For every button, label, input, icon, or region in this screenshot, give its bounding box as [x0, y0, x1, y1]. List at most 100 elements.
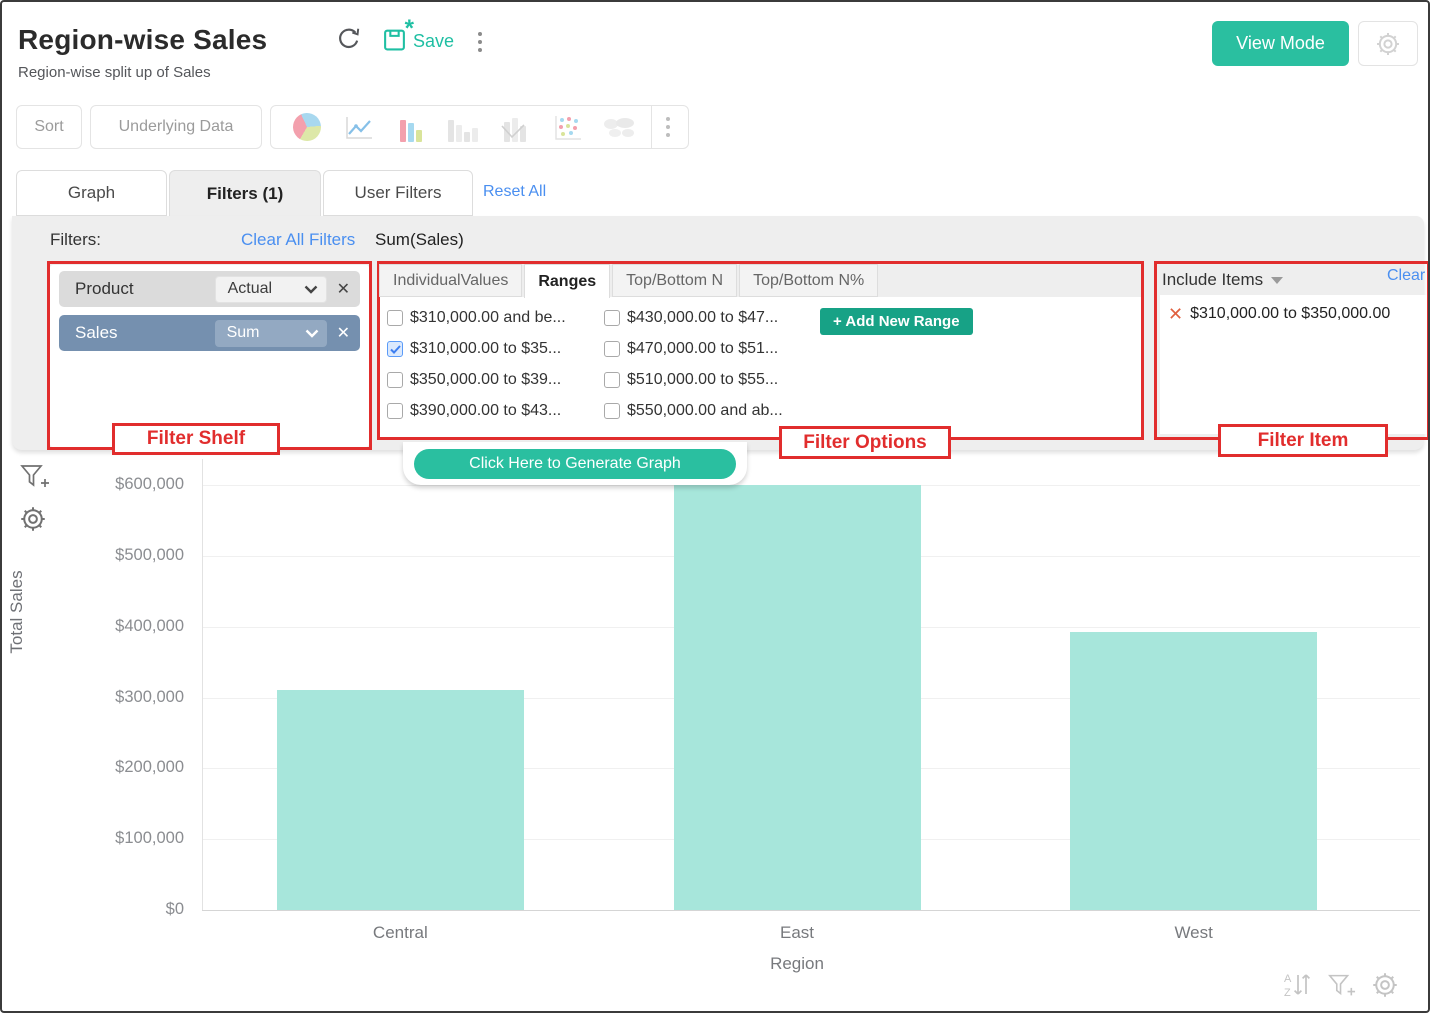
- header-kebab-menu-icon[interactable]: [474, 28, 486, 56]
- range-label: $510,000.00 to $55...: [627, 371, 779, 388]
- clear-all-filters-link[interactable]: Clear All Filters: [241, 230, 356, 249]
- reset-all-link[interactable]: Reset All: [483, 183, 547, 200]
- map-chart-icon[interactable]: [602, 112, 636, 142]
- shelf-row-product[interactable]: Product Actual ✕: [59, 271, 360, 307]
- filter-add-icon[interactable]: [1326, 970, 1356, 1005]
- range-label: $390,000.00 to $43...: [410, 402, 562, 419]
- range-label: $310,000.00 to $35...: [410, 340, 562, 357]
- filters-label: Filters:: [50, 230, 101, 249]
- chart-types-kebab-icon[interactable]: [662, 113, 674, 141]
- x-axis-line: [202, 910, 1420, 911]
- checkbox-unchecked[interactable]: [604, 403, 620, 419]
- pie-chart-icon[interactable]: [288, 108, 326, 146]
- bar-chart-icon[interactable]: [394, 112, 428, 142]
- range-label: $550,000.00 and ab...: [627, 402, 783, 419]
- tab-top-bottom-n[interactable]: Top/Bottom N: [612, 264, 738, 297]
- y-axis-title: Total Sales: [7, 570, 26, 654]
- generate-graph-container: Click Here to Generate Graph: [403, 442, 747, 485]
- x-tick-label: East: [779, 923, 815, 942]
- checkbox-unchecked[interactable]: [387, 310, 403, 326]
- tab-graph[interactable]: Graph: [16, 170, 167, 216]
- filter-item-label: $310,000.00 to $350,000.00: [1190, 305, 1391, 322]
- x-tick-label: West: [1174, 923, 1213, 942]
- y-tick-label: $0: [165, 900, 184, 918]
- chart-type-toolbar: [270, 105, 689, 149]
- chart-filter-add-icon[interactable]: [18, 460, 50, 497]
- toolbar-divider: [651, 106, 652, 148]
- combo-chart-icon[interactable]: [498, 112, 532, 142]
- page-subtitle: Region-wise split up of Sales: [18, 64, 211, 81]
- tab-ranges[interactable]: Ranges: [524, 264, 611, 298]
- chart-corner-tools: A Z: [1282, 970, 1400, 1005]
- stacked-bar-chart-icon[interactable]: [446, 112, 480, 142]
- aggregation-dropdown[interactable]: Sum: [214, 319, 327, 347]
- tab-user-filters[interactable]: User Filters: [323, 170, 473, 216]
- y-tick-label: $500,000: [115, 545, 184, 564]
- clear-link[interactable]: Clear: [1387, 267, 1426, 284]
- shelf-field-label: Sales: [75, 323, 118, 342]
- y-tick-label: $200,000: [115, 758, 184, 777]
- header-settings-button[interactable]: [1358, 21, 1418, 66]
- ranges-column-2: $430,000.00 to $47... $470,000.00 to $51.…: [604, 309, 783, 420]
- y-tick-label: $100,000: [115, 829, 184, 848]
- sort-az-icon[interactable]: A Z: [1282, 970, 1312, 1005]
- range-checkbox-row[interactable]: $470,000.00 to $51...: [604, 340, 783, 358]
- generate-graph-button[interactable]: Click Here to Generate Graph: [414, 449, 736, 479]
- save-label: Save: [413, 31, 455, 51]
- shelf-row-sales[interactable]: Sales Sum ✕: [59, 315, 360, 351]
- range-checkbox-row[interactable]: $550,000.00 and ab...: [604, 402, 783, 420]
- range-checkbox-row[interactable]: $310,000.00 to $35...: [387, 340, 566, 358]
- y-axis-line: [202, 459, 203, 910]
- tab-filters[interactable]: Filters (1): [169, 170, 321, 217]
- bar-east[interactable]: [673, 485, 921, 910]
- y-tick-label: $300,000: [115, 687, 184, 706]
- close-icon[interactable]: ✕: [336, 325, 350, 342]
- svg-text:Z: Z: [1284, 987, 1291, 999]
- range-checkbox-row[interactable]: $350,000.00 to $39...: [387, 371, 566, 389]
- checkbox-unchecked[interactable]: [387, 403, 403, 419]
- gear-icon[interactable]: [1370, 970, 1400, 1005]
- sort-button[interactable]: Sort: [16, 105, 82, 149]
- refresh-icon[interactable]: [336, 26, 362, 57]
- chart-settings-icon[interactable]: [18, 504, 48, 539]
- save-icon: *: [382, 15, 414, 57]
- bar-central[interactable]: [276, 690, 524, 910]
- checkbox-checked[interactable]: [387, 341, 403, 357]
- line-chart-icon[interactable]: [342, 112, 376, 142]
- filter-item-list: ✕ $310,000.00 to $350,000.00: [1160, 295, 1428, 434]
- include-items-dropdown[interactable]: Include Items: [1162, 266, 1424, 294]
- view-mode-button[interactable]: View Mode: [1212, 21, 1349, 66]
- checkbox-unchecked[interactable]: [604, 341, 620, 357]
- checkbox-unchecked[interactable]: [604, 310, 620, 326]
- range-checkbox-row[interactable]: $430,000.00 to $47...: [604, 309, 783, 327]
- close-icon[interactable]: ✕: [336, 281, 350, 298]
- range-label: $310,000.00 and be...: [410, 309, 566, 326]
- scatter-chart-icon[interactable]: [550, 112, 584, 142]
- tab-individual-values[interactable]: IndividualValues: [379, 264, 523, 297]
- aggregation-dropdown[interactable]: Actual: [214, 275, 327, 303]
- filter-item-row: ✕ $310,000.00 to $350,000.00: [1160, 295, 1428, 323]
- filter-shelf: Product Actual ✕ Sales Sum ✕: [50, 265, 369, 447]
- range-checkbox-row[interactable]: $510,000.00 to $55...: [604, 371, 783, 389]
- tab-top-bottom-n-pct[interactable]: Top/Bottom N%: [739, 264, 879, 297]
- save-button[interactable]: * Save: [382, 15, 455, 57]
- add-new-range-button[interactable]: + Add New Range: [820, 308, 973, 335]
- ranges-column-1: $310,000.00 and be... $310,000.00 to $35.…: [387, 309, 566, 420]
- underlying-data-button[interactable]: Underlying Data: [90, 105, 262, 149]
- filter-options-tabs: IndividualValues Ranges Top/Bottom N Top…: [379, 264, 880, 298]
- y-tick-label: $400,000: [115, 616, 184, 635]
- filters-summary: Sum(Sales): [375, 230, 464, 249]
- gear-icon: [1377, 32, 1399, 55]
- x-axis-title: Region: [770, 954, 824, 973]
- checkbox-unchecked[interactable]: [604, 372, 620, 388]
- range-checkbox-row[interactable]: $390,000.00 to $43...: [387, 402, 566, 420]
- range-checkbox-row[interactable]: $310,000.00 and be...: [387, 309, 566, 327]
- checkbox-unchecked[interactable]: [387, 372, 403, 388]
- filter-options-content: $310,000.00 and be... $310,000.00 to $35.…: [380, 297, 1141, 437]
- x-tick-label: Central: [372, 923, 428, 942]
- range-label: $350,000.00 to $39...: [410, 371, 562, 388]
- remove-item-icon[interactable]: ✕: [1168, 304, 1184, 324]
- y-tick-label: $600,000: [115, 475, 184, 493]
- bar-west[interactable]: [1070, 632, 1318, 910]
